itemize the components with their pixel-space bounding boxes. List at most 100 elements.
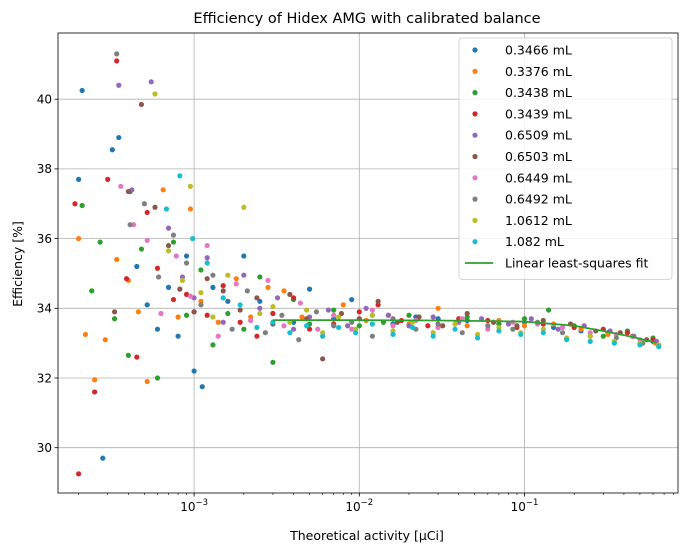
- data-point: [356, 323, 362, 329]
- data-point: [141, 201, 147, 207]
- data-point: [72, 201, 78, 207]
- data-point: [114, 51, 120, 57]
- data-point: [241, 253, 247, 259]
- data-point: [559, 324, 566, 331]
- data-point: [82, 331, 89, 338]
- legend: 0.3466 mL 0.3376 mL 0.3438 mL 0.3439 mL 0.65…: [458, 37, 673, 280]
- data-point: [92, 389, 98, 395]
- x-axis-label: Theoretical activity [μCi]: [289, 528, 444, 543]
- data-point: [233, 276, 239, 282]
- data-point: [97, 239, 103, 245]
- x-tick-base: 10: [511, 500, 526, 514]
- data-point: [183, 253, 190, 259]
- data-point: [390, 323, 396, 329]
- data-point: [430, 333, 436, 339]
- data-point: [425, 323, 431, 329]
- data-point: [165, 242, 172, 249]
- data-point: [528, 316, 534, 322]
- data-point: [297, 300, 303, 306]
- data-point: [464, 323, 470, 329]
- legend-marker: [472, 217, 478, 223]
- data-point: [237, 307, 243, 313]
- data-point: [92, 377, 98, 383]
- data-point: [199, 384, 205, 390]
- data-point: [79, 202, 85, 209]
- data-point: [320, 356, 326, 362]
- data-point: [254, 333, 260, 339]
- legend-marker: [472, 111, 478, 117]
- data-point: [177, 173, 183, 179]
- data-point: [123, 276, 130, 282]
- data-point: [225, 272, 231, 278]
- x-axis-ticks: 10−3 10−2 10−1: [78, 493, 674, 514]
- data-point: [204, 276, 210, 282]
- data-point: [179, 277, 186, 284]
- data-point: [296, 337, 302, 343]
- data-point: [363, 305, 369, 311]
- legend-label: 0.6492 mL: [505, 192, 572, 207]
- data-point: [587, 338, 593, 345]
- legend-marker: [472, 132, 478, 138]
- data-point: [331, 312, 337, 318]
- data-point: [248, 317, 254, 324]
- data-point: [175, 314, 181, 320]
- data-point: [148, 79, 154, 85]
- data-point: [270, 303, 276, 310]
- x-tick-base: 10: [180, 500, 195, 514]
- data-point: [325, 307, 331, 313]
- legend-label: 0.3438 mL: [505, 85, 572, 100]
- y-axis-ticks: 30 32 34 36 38 40: [37, 93, 58, 455]
- data-point: [144, 378, 150, 385]
- x-tick-label: 10−3: [180, 498, 208, 514]
- data-point: [290, 295, 297, 301]
- y-axis-label: Efficiency [%]: [10, 221, 25, 307]
- data-point: [241, 272, 247, 278]
- data-point: [345, 323, 351, 329]
- data-point: [152, 91, 158, 97]
- axes-frame: [57, 32, 679, 494]
- data-point: [127, 222, 133, 228]
- data-point: [555, 326, 561, 332]
- data-point: [138, 246, 145, 252]
- data-point: [299, 314, 305, 320]
- data-point: [637, 342, 643, 348]
- data-point: [170, 296, 177, 303]
- data-point: [257, 274, 263, 280]
- legend-marker: [472, 175, 478, 181]
- data-point: [156, 274, 162, 280]
- data-point: [331, 307, 337, 313]
- data-point: [546, 307, 552, 313]
- fit-line: [272, 319, 656, 344]
- data-point: [215, 319, 221, 325]
- data-point: [244, 288, 250, 294]
- data-point: [154, 265, 161, 271]
- data-point: [210, 314, 216, 320]
- data-point: [435, 305, 441, 311]
- data-point: [105, 176, 111, 182]
- data-point: [406, 312, 412, 318]
- data-point: [210, 272, 216, 278]
- data-point: [540, 317, 546, 324]
- data-point: [114, 58, 120, 64]
- data-point: [220, 283, 226, 289]
- data-point: [369, 321, 375, 327]
- y-tick-label: 38: [37, 162, 52, 176]
- data-point: [134, 263, 140, 270]
- data-point: [144, 209, 150, 216]
- data-point: [144, 302, 150, 308]
- data-point: [257, 298, 263, 304]
- data-point: [340, 302, 346, 308]
- data-point: [183, 291, 190, 297]
- data-point: [452, 321, 458, 327]
- data-point: [409, 324, 416, 331]
- data-point: [315, 326, 321, 332]
- data-point: [624, 330, 631, 336]
- data-point: [257, 305, 263, 311]
- data-point: [349, 326, 355, 332]
- data-point: [173, 253, 179, 259]
- data-point: [204, 242, 210, 249]
- data-point: [138, 101, 145, 108]
- scatter-points: [72, 51, 662, 477]
- data-point: [254, 324, 260, 331]
